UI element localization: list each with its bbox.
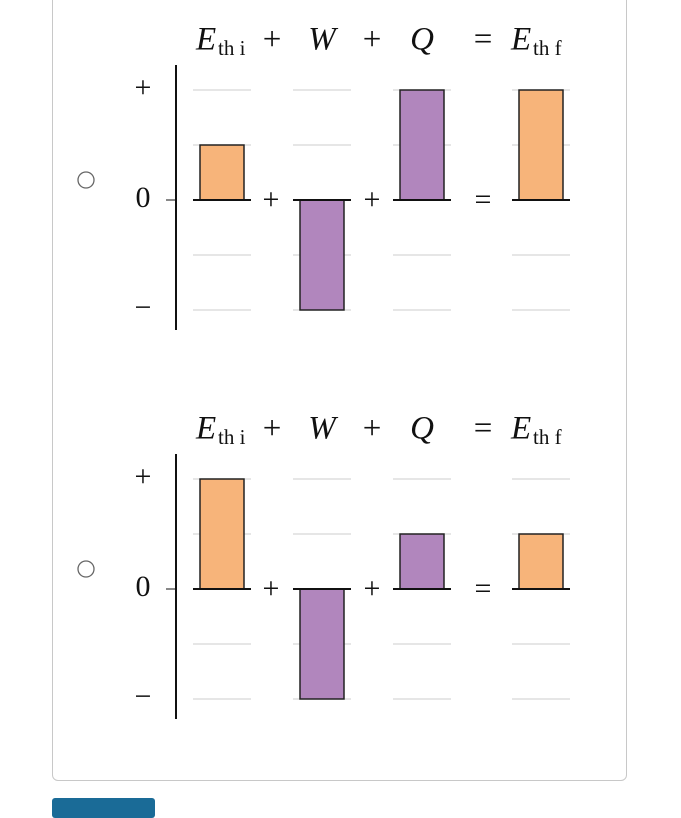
operator: = <box>474 411 493 447</box>
subscript: th i <box>218 425 246 449</box>
bar <box>299 588 345 700</box>
bar <box>518 533 564 590</box>
bar <box>518 89 564 201</box>
operator: + <box>363 22 382 58</box>
axis-label: − <box>135 291 152 324</box>
radio-button[interactable] <box>77 171 95 189</box>
bar <box>299 199 345 311</box>
operator: + <box>263 572 280 605</box>
operator: = <box>475 183 492 216</box>
operator: + <box>364 572 381 605</box>
axis-label: − <box>135 680 152 713</box>
axis-label: + <box>135 71 152 104</box>
operator: + <box>263 183 280 216</box>
bar <box>199 144 245 201</box>
bar <box>199 478 245 590</box>
e-symbol: E <box>195 411 216 447</box>
bar <box>399 89 445 201</box>
axis-label: + <box>135 460 152 493</box>
axis-label: 0 <box>136 181 151 214</box>
subscript: th i <box>218 36 246 60</box>
e-symbol: E <box>510 411 531 447</box>
operator: = <box>474 22 493 58</box>
w-symbol: W <box>308 411 338 447</box>
operator: + <box>364 183 381 216</box>
operator: + <box>363 411 382 447</box>
axis-label: 0 <box>136 570 151 603</box>
radio-button[interactable] <box>77 560 95 578</box>
q-symbol: Q <box>410 22 434 58</box>
bar <box>399 533 445 590</box>
operator: + <box>263 22 282 58</box>
question-card <box>52 0 627 781</box>
subscript: th f <box>533 36 562 60</box>
e-symbol: E <box>510 22 531 58</box>
w-symbol: W <box>308 22 338 58</box>
q-symbol: Q <box>410 411 434 447</box>
operator: = <box>475 572 492 605</box>
subscript: th f <box>533 425 562 449</box>
e-symbol: E <box>195 22 216 58</box>
operator: + <box>263 411 282 447</box>
